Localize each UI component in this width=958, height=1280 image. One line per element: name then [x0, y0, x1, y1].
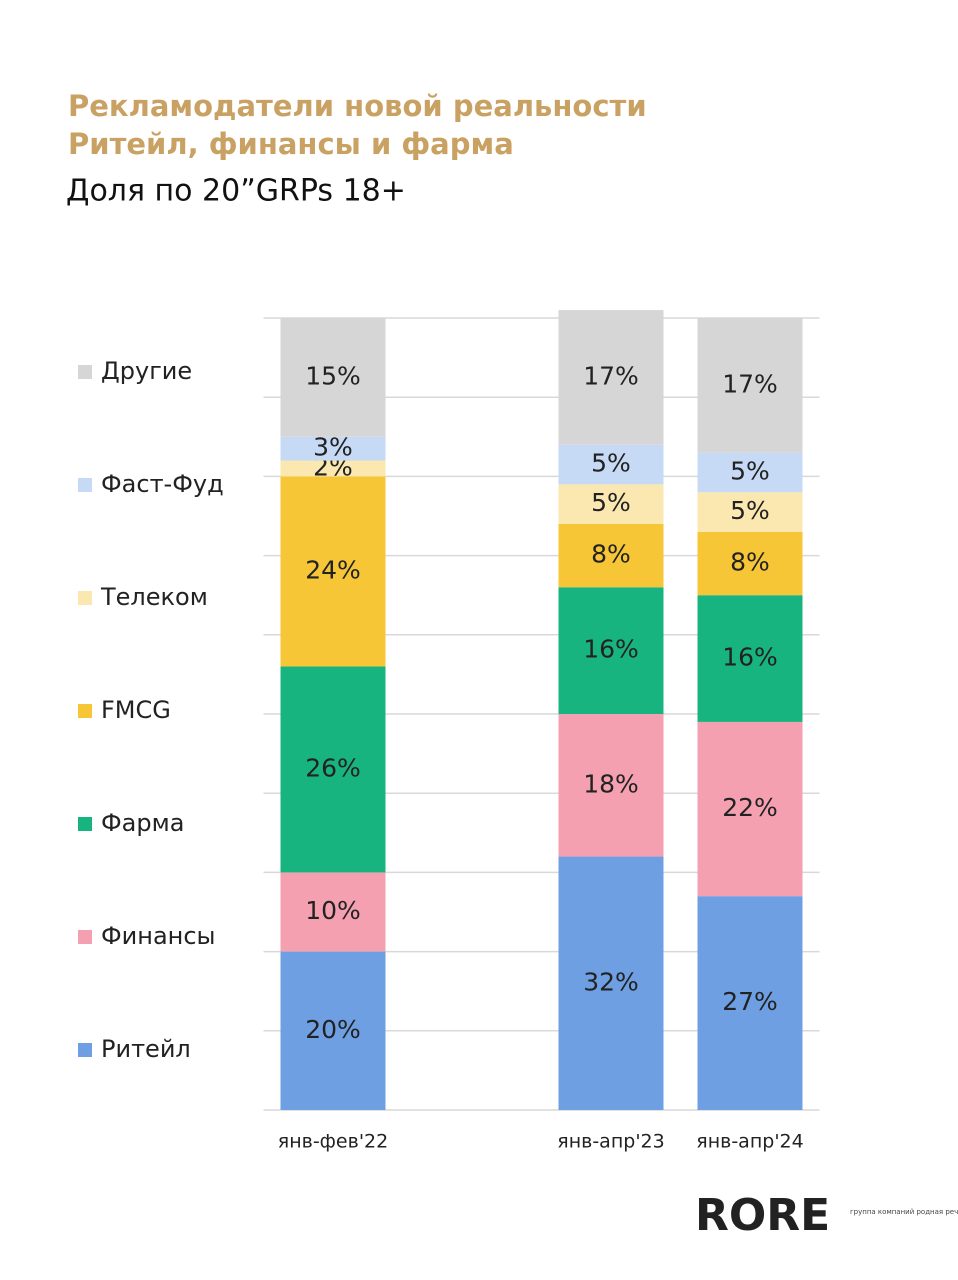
bar-segment [558, 856, 664, 1110]
bar-segment [558, 484, 664, 524]
legend-label: Другие [101, 357, 192, 385]
legend-label: Финансы [101, 922, 216, 950]
bar-segment [697, 595, 803, 722]
data-label: 18% [583, 769, 639, 798]
data-label: 8% [730, 548, 770, 577]
chart-title: Ритейл, финансы и фарма [68, 127, 514, 161]
x-tick-label: янв-апр'24 [696, 1131, 803, 1153]
data-label: 20% [305, 1015, 361, 1044]
bar-segment [697, 318, 803, 453]
data-label: 5% [591, 449, 631, 478]
x-tick-label: янв-апр'23 [557, 1131, 664, 1153]
bar-segment [558, 714, 664, 857]
bar-segment [280, 666, 386, 873]
legend-label: FMCG [101, 696, 171, 724]
data-label: 32% [583, 967, 639, 996]
data-label: 22% [722, 793, 778, 822]
data-label: 5% [591, 488, 631, 517]
data-label: 5% [730, 456, 770, 485]
bar-segment [697, 531, 803, 596]
legend-swatch [78, 365, 92, 379]
data-label: 16% [722, 643, 778, 672]
bar-segment [558, 523, 664, 588]
legend-swatch [78, 704, 92, 718]
bar-segment [280, 436, 386, 461]
data-label: 10% [305, 896, 361, 925]
data-label: 5% [730, 496, 770, 525]
bar-segment [697, 492, 803, 532]
data-label: 3% [313, 433, 353, 462]
logo: RORE [695, 1190, 830, 1241]
logo-tagline: группа компаний родная речь [850, 1208, 958, 1216]
x-tick-label: янв-фев'22 [278, 1131, 388, 1153]
legend-swatch [78, 591, 92, 605]
legend-label: Ритейл [101, 1035, 191, 1063]
bar-segment [280, 460, 386, 477]
data-label: 27% [722, 987, 778, 1016]
bar-segment [558, 310, 664, 445]
bar-segment [280, 476, 386, 667]
chart-subtitle: Доля по 20”GRPs 18+ [66, 174, 406, 209]
data-label: 24% [305, 555, 361, 584]
legend-swatch [78, 817, 92, 831]
data-label: 15% [305, 361, 361, 390]
chart-title: Рекламодатели новой реальности [68, 89, 647, 123]
legend-label: Фарма [101, 809, 184, 837]
data-label: 8% [591, 540, 631, 569]
legend-swatch [78, 1043, 92, 1057]
bar-segment [697, 896, 803, 1110]
data-label: 16% [583, 635, 639, 664]
bar-segment [558, 444, 664, 485]
bar-segment [697, 452, 803, 493]
bar-segment [697, 721, 803, 897]
legend-label: Фаст-Фуд [101, 470, 224, 498]
legend-label: Телеком [100, 583, 208, 611]
legend-swatch [78, 930, 92, 944]
bar-segment [280, 318, 386, 437]
bar-segment [280, 872, 386, 952]
data-label: 17% [583, 361, 639, 390]
bar-segment [280, 951, 386, 1110]
legend-swatch [78, 478, 92, 492]
data-label: 26% [305, 753, 361, 782]
bar-segment [558, 587, 664, 714]
data-label: 17% [722, 369, 778, 398]
